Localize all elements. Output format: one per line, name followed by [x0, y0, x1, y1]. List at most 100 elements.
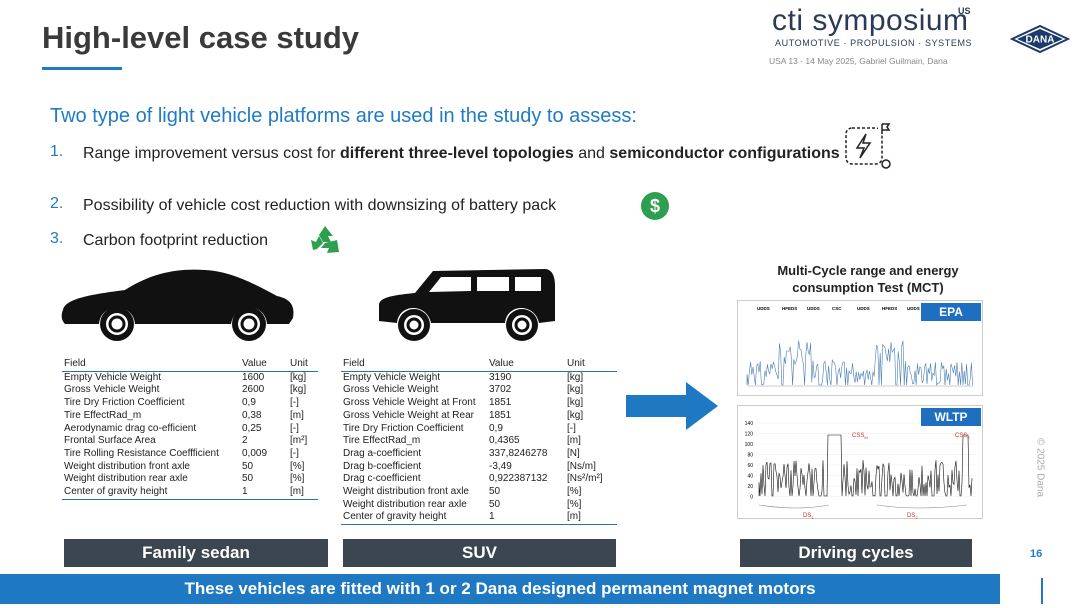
slide-title: High-level case study — [42, 20, 360, 55]
annotation-sub: 1 — [811, 515, 814, 519]
svg-text:$: $ — [650, 196, 660, 216]
cycle-annotation: CSSE — [955, 433, 970, 440]
table-cell: 50 — [242, 473, 254, 485]
column-header: Field — [341, 358, 487, 372]
table-cell: Drag c-coefficient — [343, 473, 421, 485]
y-tick-label: 80 — [747, 453, 753, 459]
item-number: 2. — [50, 195, 64, 212]
table-cell: [kg] — [290, 384, 307, 396]
sedan-label: Family sedan — [64, 539, 328, 567]
table-cell: 0,9 — [242, 397, 256, 409]
annotation-sub: 2 — [915, 515, 918, 519]
divider — [1041, 578, 1043, 604]
table-cell: 1600 — [242, 371, 265, 383]
table-row: Weight distribution front axle 50 [%] — [62, 461, 318, 474]
table-cell: Frontal Surface Area — [64, 435, 156, 447]
cycle-annotation: DS1 — [803, 513, 814, 519]
table-row: Center of gravity height 1 [m] — [341, 511, 617, 526]
sedan-table-wrap: Field Value Unit Empty Vehicle Weight 1600 [k… — [62, 358, 318, 500]
table-cell: Weight distribution front axle — [343, 486, 469, 498]
table-cell: [kg] — [567, 371, 584, 383]
table-cell: [N] — [567, 447, 580, 459]
table-row: Gross Vehicle Weight at Front 1851 [kg] — [341, 397, 617, 410]
table-cell: [Ns/m] — [567, 460, 596, 472]
list-item: 1. Range improvement versus cost for diff… — [50, 143, 850, 164]
table-cell: 0,38 — [242, 409, 262, 421]
column-header: Value — [487, 358, 565, 372]
table-row: Weight distribution front axle 50 [%] — [341, 486, 617, 499]
table-row: Gross Vehicle Weight 2600 [kg] — [62, 384, 318, 397]
wltp-tag: WLTP — [921, 408, 981, 426]
table-row: Aerodynamic drag co-efficient 0,25 [-] — [62, 423, 318, 436]
phase-brace — [758, 504, 968, 509]
segment-label: HFEDS — [782, 306, 797, 311]
table-cell: 1851 — [489, 409, 512, 421]
table-cell: 0,009 — [242, 447, 268, 459]
arrow — [626, 382, 718, 430]
column-header: Field — [62, 358, 240, 372]
table-cell: 50 — [489, 498, 501, 510]
item-number: 3. — [50, 230, 64, 247]
y-tick-label: 20 — [747, 484, 753, 490]
table-cell: [%] — [567, 486, 582, 498]
table-row: Tire Dry Friction Coefficient 0,9 [-] — [341, 423, 617, 436]
table-cell: Tire EffectRad_m — [343, 435, 421, 447]
table-cell: [-] — [567, 422, 576, 434]
table-cell: 2600 — [242, 384, 265, 396]
table-cell: 50 — [242, 460, 254, 472]
table-cell: 3702 — [489, 384, 512, 396]
table-cell: 0,25 — [242, 422, 262, 434]
list-item: 3. Carbon footprint reduction — [50, 230, 850, 251]
segment-label: UDDS — [757, 306, 770, 311]
table-cell: Tire Rolling Resistance Coeffficient — [64, 447, 219, 459]
table-cell: [%] — [290, 460, 305, 472]
y-tick-label: 100 — [745, 442, 754, 448]
item-segment: Carbon footprint reduction — [83, 232, 268, 249]
item-segment: different three-level topologies — [340, 145, 574, 162]
table-cell: 0,922387132 — [489, 473, 548, 485]
dana-logo: DANA — [1010, 24, 1070, 54]
segment-label: HFEDS — [882, 306, 897, 311]
table-cell: [%] — [290, 473, 305, 485]
table-cell: Tire Dry Friction Coefficient — [64, 397, 185, 409]
suv-table-wrap: Field Value Unit Empty Vehicle Weight 3190 [k… — [341, 358, 617, 526]
table-cell: 3190 — [489, 371, 512, 383]
table-row: Empty Vehicle Weight 3190 [kg] — [341, 371, 617, 384]
table-cell: [m²] — [290, 435, 308, 447]
spec-table: Field Value Unit Empty Vehicle Weight 3190 [k… — [341, 358, 617, 526]
table-cell: Center of gravity height — [341, 511, 487, 526]
item-segment: and — [573, 145, 610, 162]
column-header: Unit — [565, 358, 617, 372]
table-row: Weight distribution rear axle 50 [%] — [62, 473, 318, 486]
item-segment: semiconductor configurations — [609, 145, 840, 162]
table-cell: 0,9 — [489, 422, 503, 434]
segment-label: UDDS — [857, 306, 870, 311]
table-cell: 1851 — [489, 397, 512, 409]
copyright: © 2025 Dana — [1034, 437, 1046, 498]
cycle-trace — [758, 434, 973, 497]
y-tick-label: 120 — [745, 432, 754, 438]
table-row: Tire Dry Friction Coefficient 0,9 [-] — [62, 397, 318, 410]
suv-label: SUV — [343, 539, 616, 567]
table-row: Frontal Surface Area 2 [m²] — [62, 435, 318, 448]
brand: cti symposium — [772, 4, 969, 37]
suv-silhouette — [379, 269, 555, 341]
table-cell: 2 — [242, 435, 248, 447]
table-cell: [-] — [290, 397, 299, 409]
segment-label: UDDS — [807, 306, 820, 311]
table-row: Weight distribution rear axle 50 [%] — [341, 499, 617, 512]
table-row: Gross Vehicle Weight 3702 [kg] — [341, 384, 617, 397]
segment-label: CSC — [832, 306, 842, 311]
table-cell: Weight distribution rear axle — [343, 498, 467, 510]
table-cell: 1 — [487, 511, 565, 526]
table-cell: -3,49 — [489, 460, 512, 472]
table-cell: Gross Vehicle Weight at Front — [343, 397, 476, 409]
table-cell: [kg] — [567, 409, 584, 421]
table-header: Field Value Unit — [62, 358, 318, 372]
table-cell: Empty Vehicle Weight — [64, 371, 162, 383]
table-cell: [kg] — [567, 397, 584, 409]
spec-table: Field Value Unit Empty Vehicle Weight 1600 [k… — [62, 358, 318, 500]
table-cell: 0,4365 — [489, 435, 520, 447]
page-number: 16 — [1030, 548, 1043, 560]
